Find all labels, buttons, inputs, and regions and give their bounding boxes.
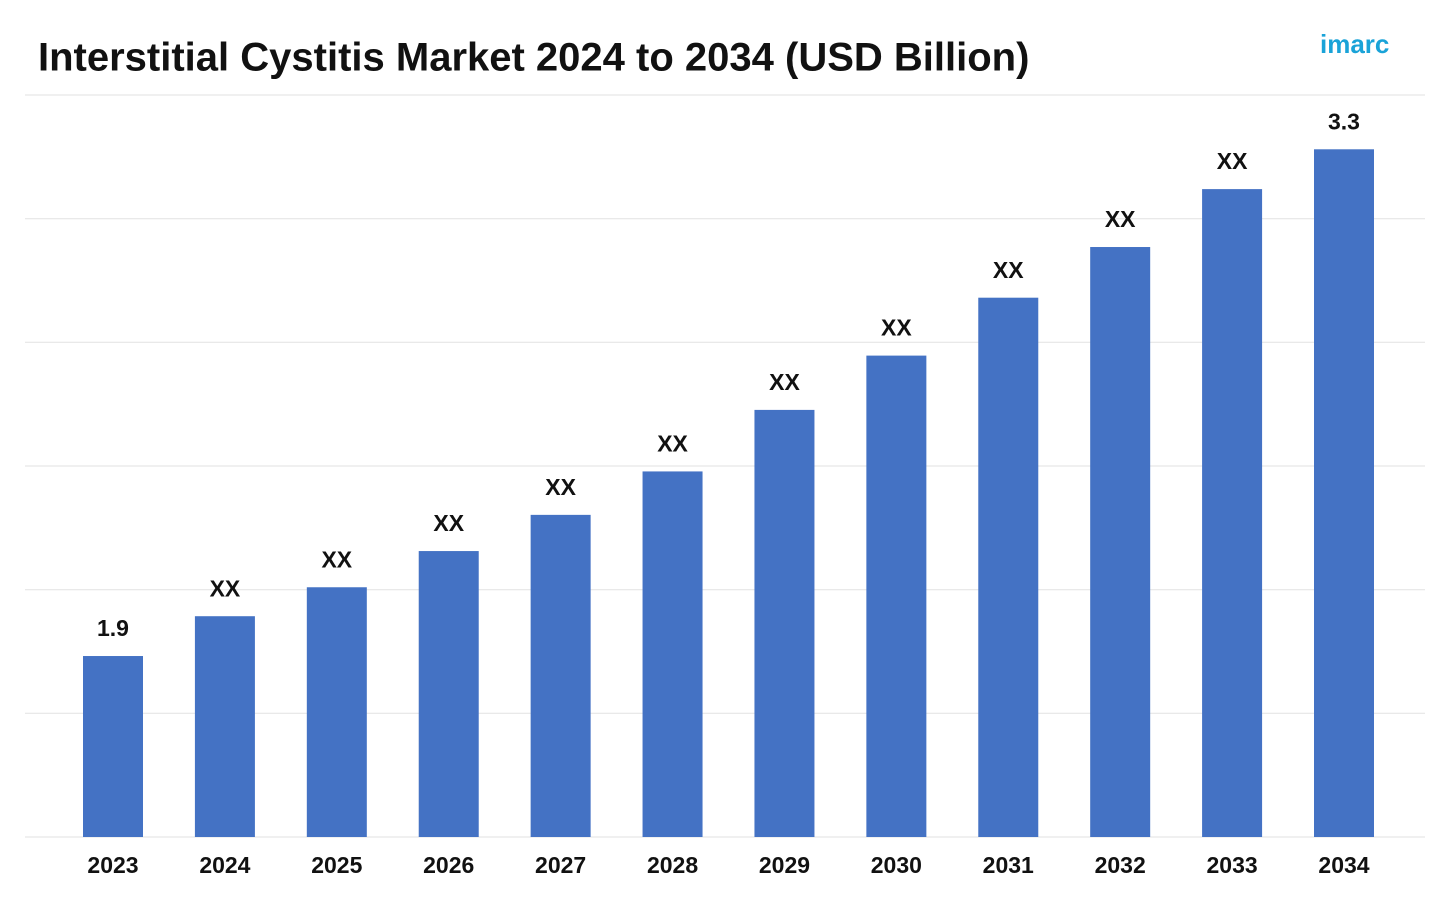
bar — [1314, 149, 1374, 838]
bar — [866, 355, 927, 837]
bar — [1202, 189, 1263, 838]
value-label: 3.3 — [1328, 108, 1360, 134]
value-label: 1.9 — [97, 615, 129, 641]
x-tick-label: 2034 — [1318, 852, 1369, 878]
bar — [530, 514, 591, 837]
x-tick-label: 2032 — [1095, 852, 1146, 878]
value-label: XX — [1105, 206, 1136, 232]
value-label: XX — [657, 431, 688, 457]
value-label: XX — [321, 546, 352, 572]
value-label: XX — [433, 510, 464, 536]
x-tick-label: 2027 — [535, 852, 586, 878]
logo: imarc — [1320, 29, 1389, 59]
x-tick-label: 2029 — [759, 852, 810, 878]
x-tick-label: 2030 — [871, 852, 922, 878]
x-tick-label: 2023 — [87, 852, 138, 878]
bar — [418, 551, 479, 837]
value-label: XX — [1217, 148, 1248, 174]
bar — [754, 409, 815, 837]
bar — [978, 297, 1039, 837]
value-label: XX — [545, 474, 576, 500]
bar — [642, 471, 703, 837]
bar — [306, 587, 367, 837]
x-tick-label: 2028 — [647, 852, 698, 878]
value-label: XX — [881, 315, 912, 341]
bar — [194, 616, 255, 837]
value-label: XX — [993, 257, 1024, 283]
bar — [83, 656, 143, 837]
value-label: XX — [210, 575, 241, 601]
chart-title: Interstitial Cystitis Market 2024 to 203… — [38, 36, 1029, 80]
x-tick-label: 2025 — [311, 852, 362, 878]
bar — [1090, 247, 1151, 837]
x-tick-label: 2031 — [983, 852, 1034, 878]
x-tick-label: 2024 — [199, 852, 250, 878]
value-label: XX — [769, 369, 800, 395]
x-tick-label: 2026 — [423, 852, 474, 878]
x-tick-label: 2033 — [1207, 852, 1258, 878]
